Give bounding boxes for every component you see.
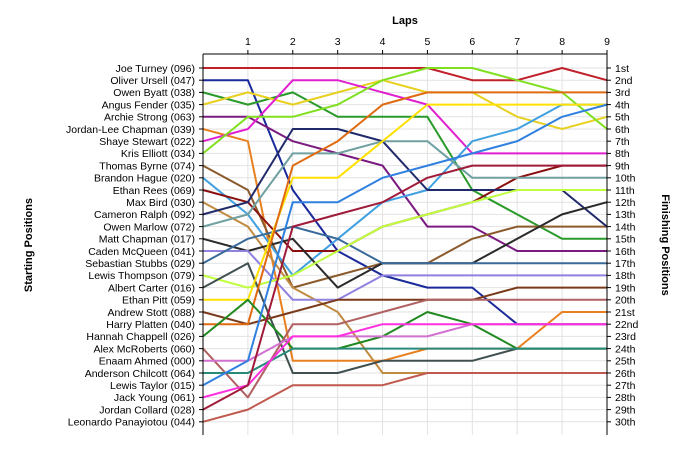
series-line-28: [202, 323, 607, 399]
starting-position-labels: Joe Turney (096)Oliver Ursell (047)Owen …: [66, 63, 195, 429]
starting-label: Cameron Ralph (092): [94, 209, 195, 221]
finishing-label: 5th: [615, 112, 630, 124]
finishing-label: 19th: [615, 282, 636, 294]
finishing-label: 4th: [615, 99, 630, 111]
finishing-label: 18th: [615, 270, 636, 282]
lap-tick-label: 7: [514, 36, 520, 48]
left-axis-title: Starting Positions: [23, 198, 35, 292]
starting-label: Jordan-Lee Chapman (039): [66, 124, 195, 136]
x-axis-title: Laps: [392, 15, 418, 27]
lap-tick-label: 3: [335, 36, 341, 48]
starting-label: Shaye Stewart (022): [99, 136, 195, 148]
finishing-label: 7th: [615, 136, 630, 148]
starting-label: Max Bird (030): [126, 197, 195, 209]
finishing-label: 1st: [615, 63, 629, 75]
starting-label: Oliver Ursell (047): [110, 75, 195, 87]
series-line-8: [202, 67, 608, 155]
starting-label: Ethan Rees (069): [113, 185, 195, 197]
series-line-20: [203, 103, 607, 301]
finishing-label: 9th: [615, 160, 630, 172]
finishing-label: 17th: [615, 258, 636, 270]
starting-label: Caden McQueen (041): [88, 246, 195, 258]
series-line-1: [203, 67, 608, 82]
finishing-position-labels: 1st2nd3rd4th5th6th7th8th9th10th11th12th1…: [615, 63, 639, 429]
right-axis-title: Finishing Positions: [659, 194, 671, 295]
lap-tick-label: 1: [245, 36, 251, 48]
lap-tick-label: 9: [604, 36, 610, 48]
starting-label: Andrew Stott (088): [107, 307, 195, 319]
series-line-22: [203, 91, 607, 326]
series-line-27: [202, 103, 608, 387]
starting-label: Matt Chapman (017): [99, 234, 195, 246]
finishing-label: 29th: [615, 404, 636, 416]
lap-tick-label: 6: [469, 36, 475, 48]
series-line-30: [202, 372, 607, 423]
lap-tick-label: 2: [290, 36, 296, 48]
starting-label: Enaam Ahmed (000): [99, 356, 195, 368]
starting-label: Anderson Chilcott (064): [85, 368, 195, 380]
finishing-label: 24th: [615, 343, 636, 355]
lap-tick-label: 4: [380, 36, 386, 48]
finishing-label: 8th: [615, 148, 630, 160]
finishing-label: 3rd: [615, 87, 630, 99]
finishing-label: 2nd: [615, 75, 633, 87]
starting-label: Joe Turney (096): [116, 63, 195, 75]
finishing-label: 22nd: [615, 319, 639, 331]
series-line-29: [202, 164, 607, 411]
starting-label: Albert Carter (016): [108, 282, 195, 294]
starting-label: Kris Elliott (034): [121, 148, 195, 160]
starting-label: Angus Fender (035): [102, 99, 195, 111]
starting-label: Leonardo Panayiotou (044): [68, 417, 195, 429]
starting-label: Jordan Collard (028): [99, 404, 195, 416]
finishing-label: 25th: [615, 356, 636, 368]
starting-label: Brandon Hague (020): [94, 173, 195, 185]
series-line-14: [202, 140, 607, 228]
lap-tick-labels: 1 2 3 4 5 6 7 8 9: [245, 36, 610, 48]
series-line-21: [202, 286, 607, 326]
finishing-label: 6th: [615, 124, 630, 136]
finishing-label: 26th: [615, 368, 636, 380]
finishing-label: 11th: [615, 185, 635, 197]
starting-label: Owen Byatt (038): [113, 87, 195, 99]
lap-tick-label: 8: [559, 36, 565, 48]
starting-label: Lewis Taylor (015): [110, 380, 195, 392]
series-line-16: [203, 250, 607, 301]
axes: [199, 50, 611, 435]
finishing-label: 23rd: [615, 331, 636, 343]
finishing-label: 20th: [615, 295, 636, 307]
starting-label: Thomas Byrne (074): [99, 160, 195, 172]
lap-tick-label: 5: [425, 36, 431, 48]
starting-label: Alex McRoberts (060): [93, 343, 195, 355]
finishing-label: 27th: [615, 380, 636, 392]
starting-label: Archie Strong (063): [104, 112, 195, 124]
series-line-17: [202, 225, 607, 265]
starting-label: Harry Platten (040): [106, 319, 195, 331]
finishing-label: 28th: [615, 392, 636, 404]
finishing-label: 16th: [615, 246, 636, 258]
finishing-label: 14th: [615, 221, 636, 233]
series-line-4: [202, 79, 608, 130]
starting-label: Jack Young (061): [114, 392, 195, 404]
finishing-label: 30th: [615, 417, 636, 429]
starting-label: Owen Marlow (072): [103, 221, 195, 233]
finishing-label: 13th: [615, 209, 636, 221]
series-line-6: [202, 128, 607, 362]
starting-label: Hannah Chappell (026): [86, 331, 195, 343]
finishing-label: 15th: [615, 234, 636, 246]
starting-label: Sebastian Stubbs (029): [85, 258, 195, 270]
finishing-label: 21st: [615, 307, 635, 319]
finishing-label: 10th: [615, 173, 636, 185]
series-lines: [202, 67, 608, 423]
finishing-label: 12th: [615, 197, 636, 209]
starting-label: Ethan Pitt (059): [122, 295, 195, 307]
starting-label: Lewis Thompson (079): [88, 270, 195, 282]
